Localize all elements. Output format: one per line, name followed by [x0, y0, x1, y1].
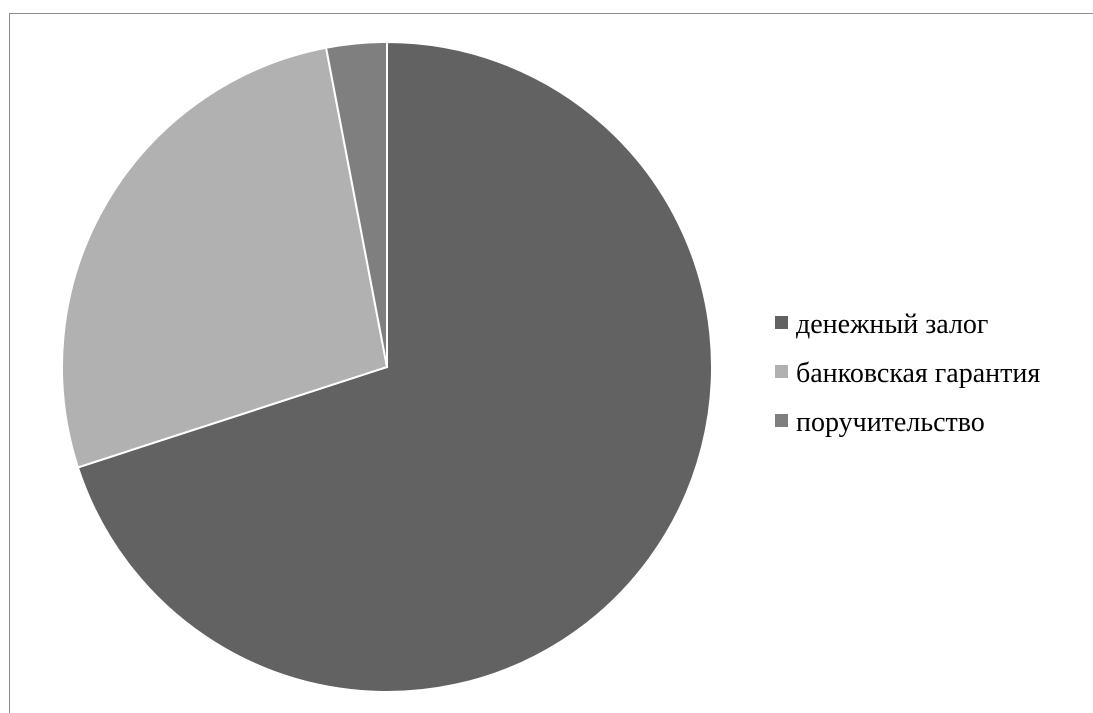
legend-swatch-2	[775, 365, 788, 378]
pie-slice-1	[76, 40, 713, 693]
legend-swatch-3	[775, 414, 788, 427]
legend-label-1: денежный залог	[796, 309, 988, 340]
chart-legend: денежный залог банковская гарантия поручит…	[775, 309, 1040, 438]
legend-label-3: поручительство	[796, 407, 985, 438]
legend-swatch-1	[775, 316, 788, 329]
legend-label-2: банковская гарантия	[796, 358, 1040, 389]
pie-slice-3	[324, 40, 388, 368]
pie-slice-2	[61, 46, 389, 469]
pie-slices	[61, 40, 713, 693]
